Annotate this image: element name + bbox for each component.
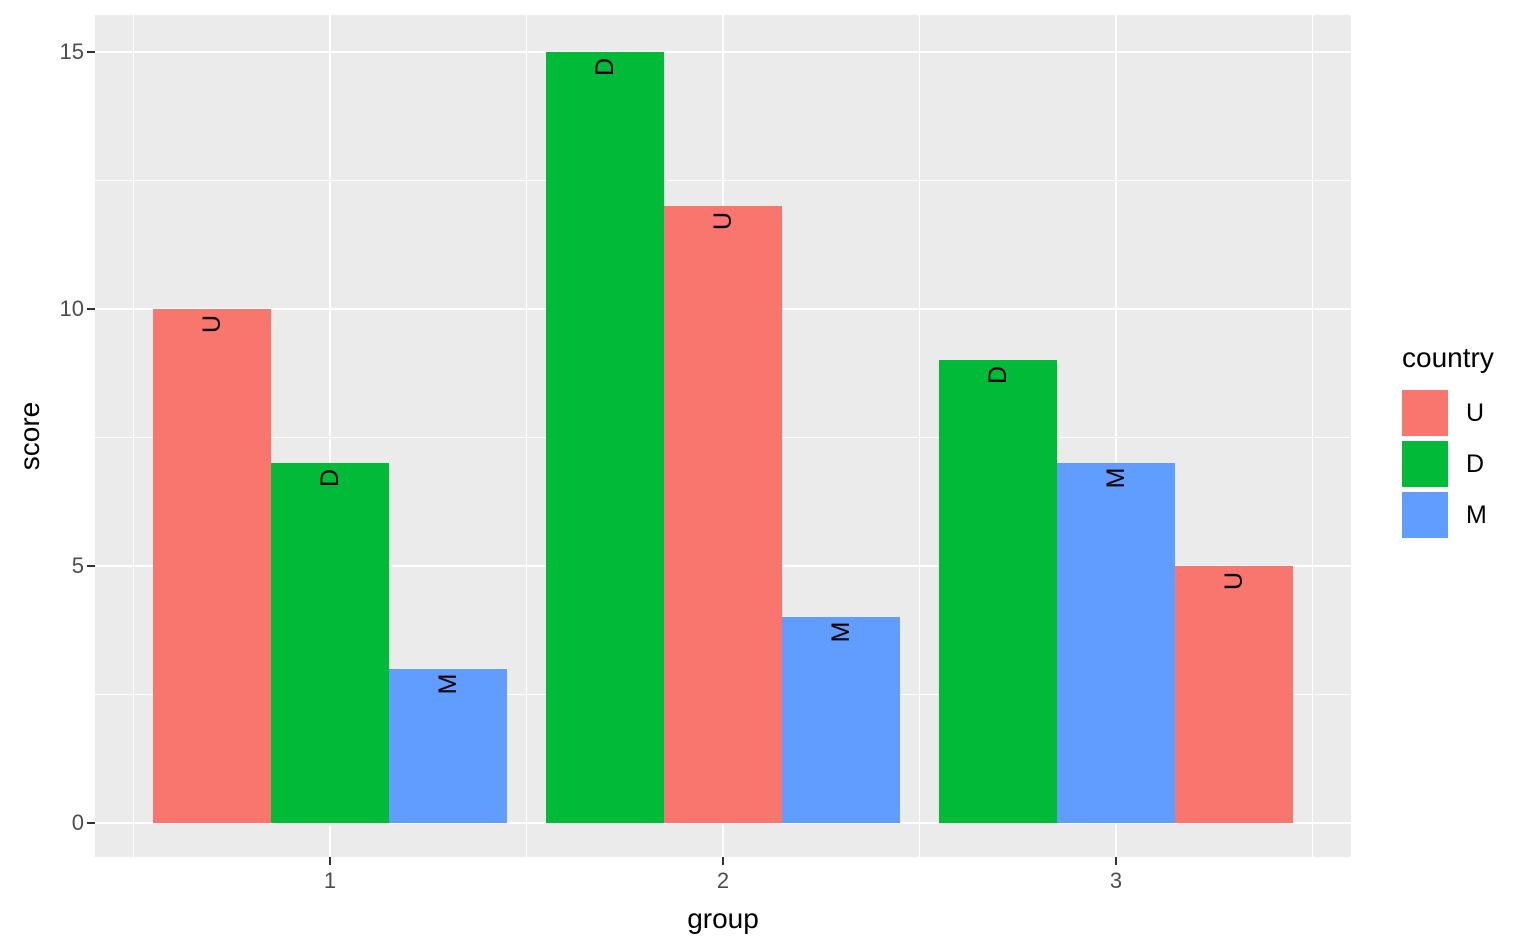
x-tick-mark (722, 857, 724, 865)
bar-label-1-M: M (434, 673, 462, 695)
bar-3-U (1175, 566, 1293, 823)
x-tick-mark (329, 857, 331, 865)
legend-key-M (1402, 492, 1448, 538)
legend-label: U (1466, 398, 1485, 427)
bar-2-M (782, 617, 900, 823)
legend-entry-D: D (1402, 441, 1494, 487)
gridline-x-minor (919, 15, 920, 857)
bar-label-2-M: M (827, 621, 855, 643)
legend-key-U (1402, 390, 1448, 436)
x-tick-mark (1115, 857, 1117, 865)
bar-3-D (939, 360, 1057, 823)
y-tick-mark (87, 308, 95, 310)
bar-label-1-U: U (198, 314, 226, 334)
gridline-x-major (1115, 15, 1117, 857)
bar-2-D (546, 52, 664, 823)
y-axis-title: score (14, 401, 45, 471)
bar-1-U (153, 309, 271, 823)
legend-entry-M: M (1402, 492, 1494, 538)
y-tick-label: 15 (59, 39, 84, 64)
bar-label-3-D: D (984, 366, 1012, 385)
y-tick-label: 0 (71, 810, 84, 835)
legend-entry-U: U (1402, 390, 1494, 436)
gridline-x-minor (1312, 15, 1313, 857)
bar-label-3-M: M (1102, 467, 1130, 489)
plot-panel: U D M D U M D M U (95, 15, 1351, 857)
y-tick-mark (87, 565, 95, 567)
y-tick-label: 5 (71, 553, 84, 578)
legend-label: M (1466, 500, 1487, 529)
legend-title: country (1402, 342, 1494, 373)
bar-1-M (389, 668, 507, 823)
bar-label-3-U: U (1220, 571, 1248, 591)
bar-label-1-D: D (316, 469, 344, 488)
y-tick-mark (87, 822, 95, 824)
gridline-x-major (329, 15, 331, 857)
bar-2-U (664, 206, 782, 823)
bar-label-2-D: D (591, 57, 619, 77)
y-tick-label: 10 (59, 296, 84, 321)
x-tick-label: 3 (1109, 868, 1123, 893)
legend-label: D (1466, 449, 1485, 478)
x-tick-label: 1 (323, 868, 337, 893)
gridline-x-minor (526, 15, 527, 857)
legend-key-D (1402, 441, 1448, 487)
y-tick-mark (87, 51, 95, 53)
gridline-x-minor (133, 15, 134, 857)
bar-3-M (1057, 463, 1175, 823)
x-axis-title: group (687, 903, 759, 934)
bar-label-2-U: U (709, 212, 737, 231)
x-tick-label: 2 (716, 868, 730, 893)
bar-1-D (271, 463, 389, 823)
